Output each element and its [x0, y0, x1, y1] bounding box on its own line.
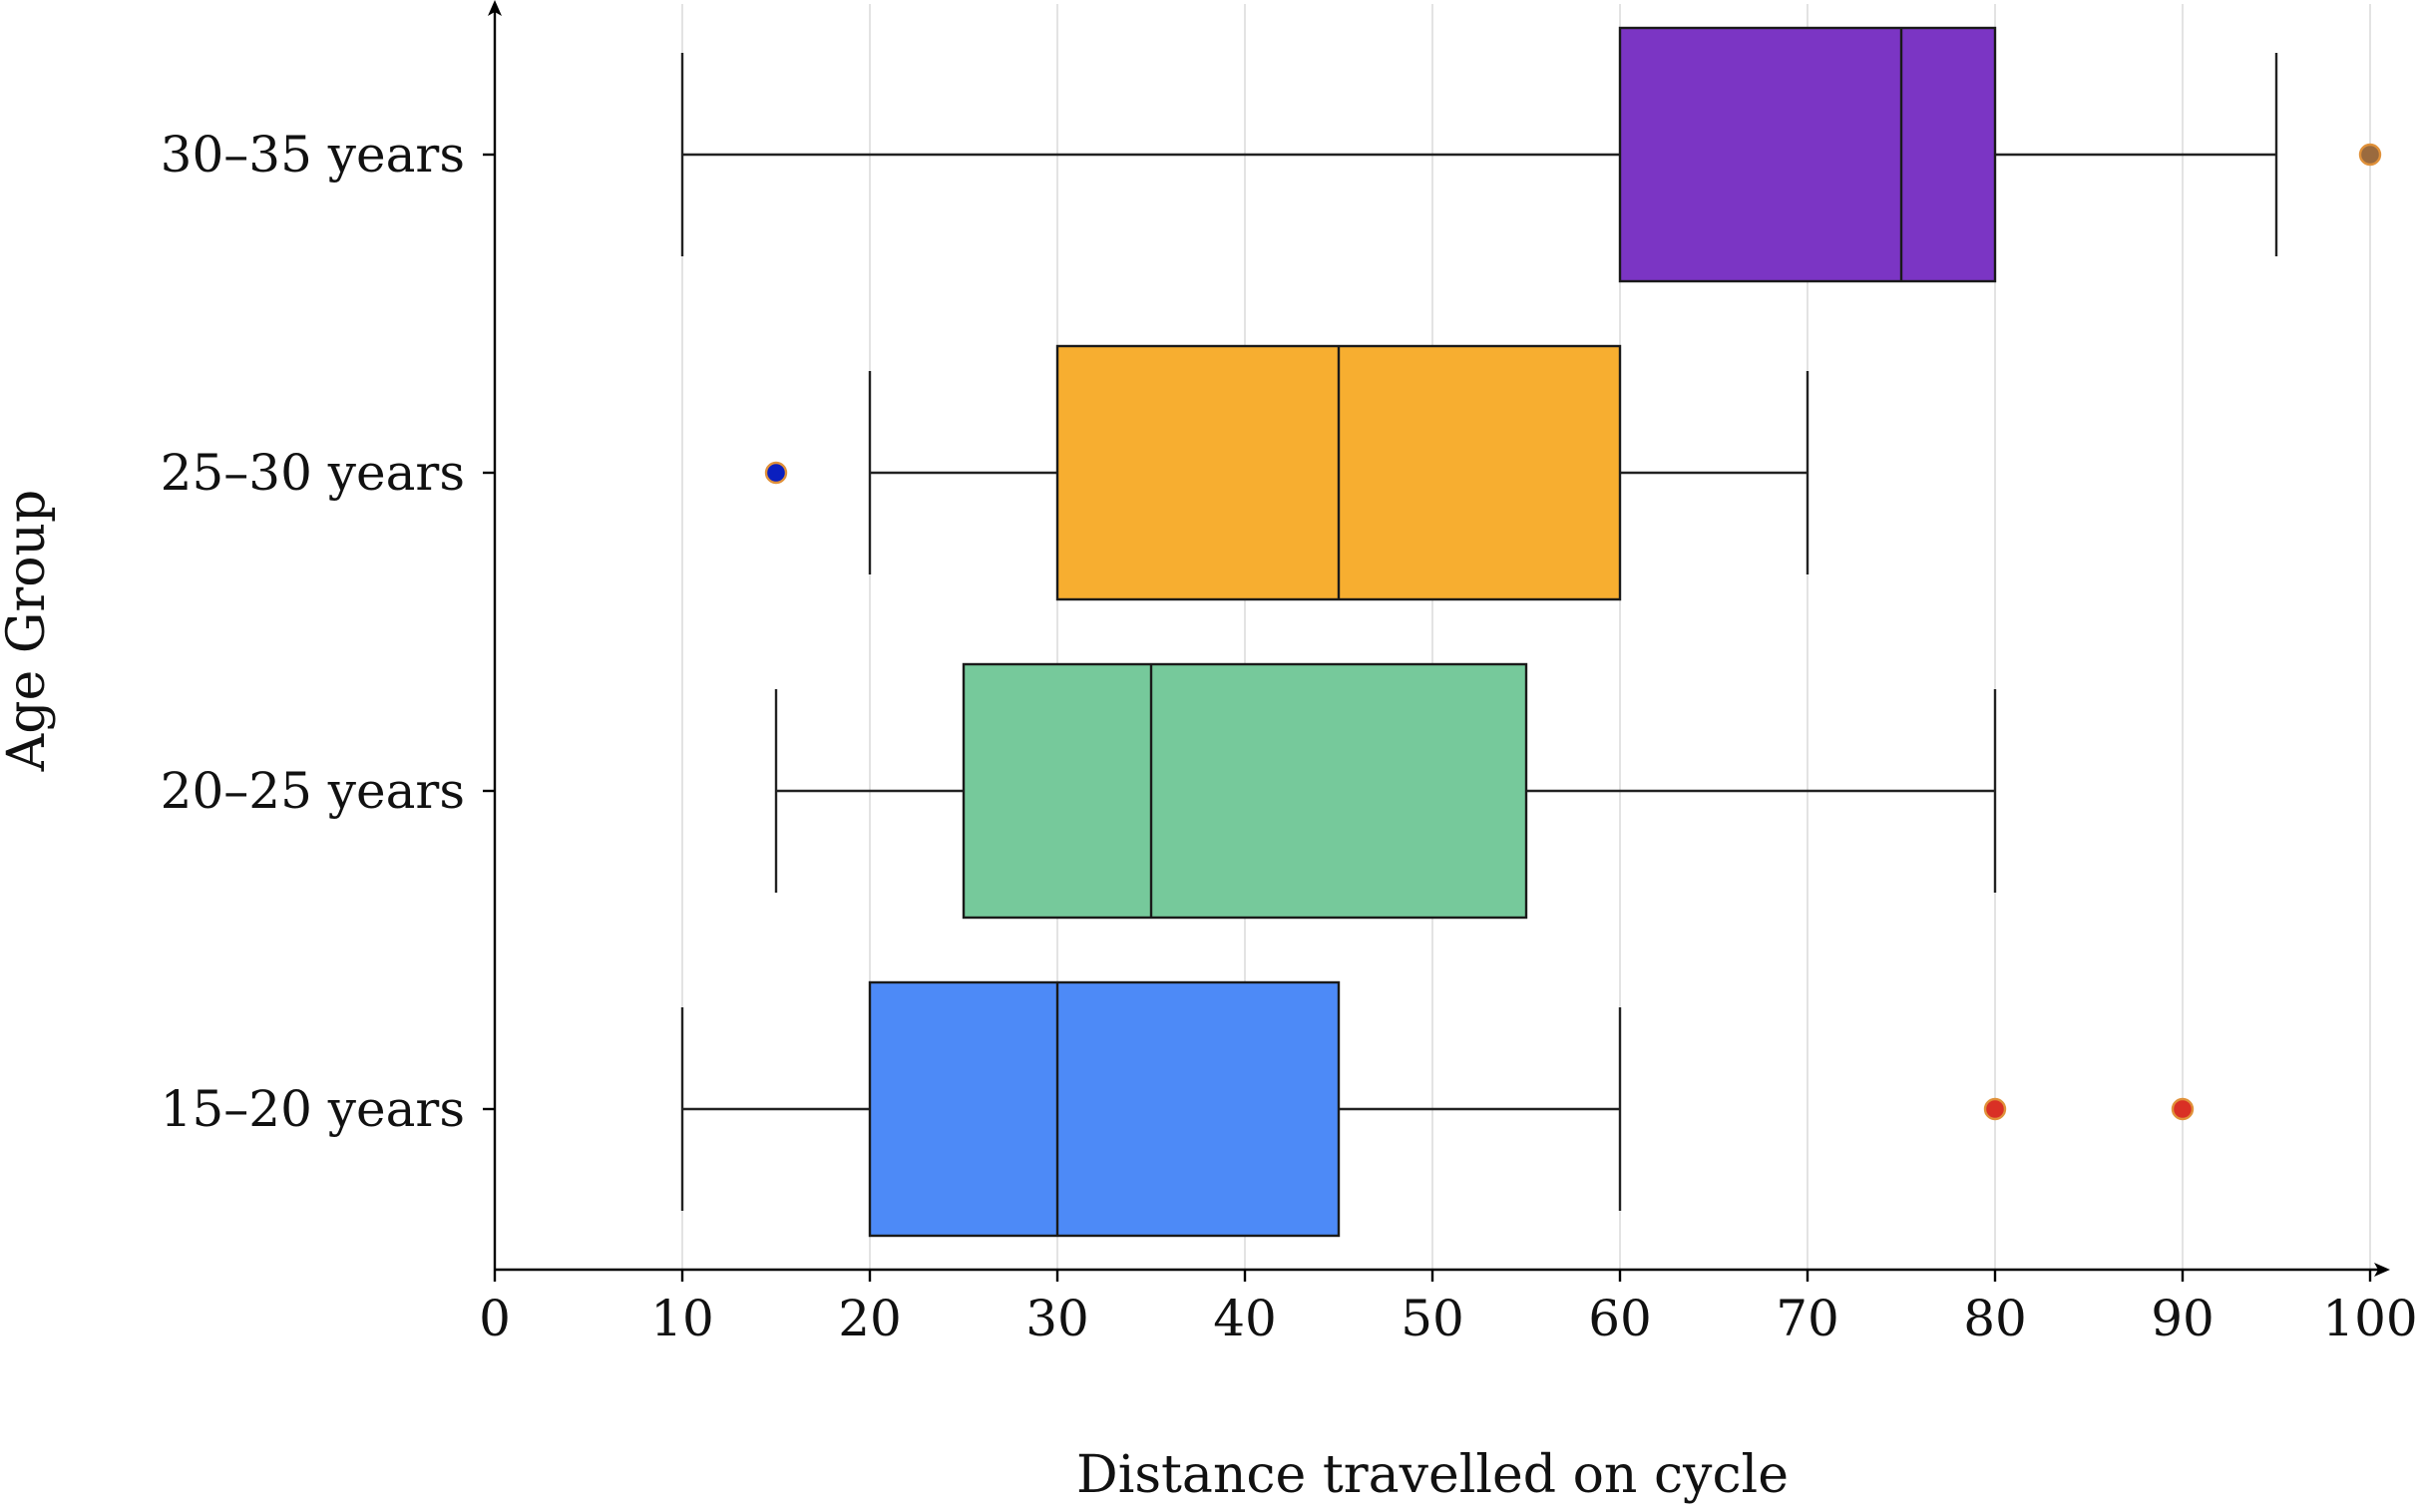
x-axis-arrow: [2374, 1263, 2390, 1277]
box-group: [680, 26, 2382, 283]
y-category-label: 25–30 years: [161, 444, 465, 502]
x-tick-label: 60: [1588, 1290, 1652, 1347]
x-tick-label: 50: [1401, 1290, 1464, 1347]
x-tick-label: 80: [1963, 1290, 2027, 1347]
box-group: [764, 344, 1810, 601]
y-axis-arrow: [488, 0, 502, 16]
x-tick-label: 100: [2322, 1290, 2416, 1347]
outlier-point: [2358, 143, 2382, 167]
box-group: [680, 980, 2195, 1238]
x-tick-label: 20: [838, 1290, 902, 1347]
axis-labels: 0 10 20 30 40 50 60 70 80 90 100 15–20 years 20–25 y…: [161, 126, 2416, 1347]
outlier-point: [1983, 1097, 2007, 1121]
x-axis-title: Distance travelled on cycle: [1076, 1445, 1789, 1505]
box: [962, 662, 1528, 920]
outlier-point: [764, 461, 788, 485]
x-tick-label: 10: [650, 1290, 714, 1347]
x-tick-label: 70: [1776, 1290, 1839, 1347]
outlier-point: [2171, 1097, 2195, 1121]
axes: [483, 0, 2390, 1282]
x-tick-label: 0: [479, 1290, 511, 1347]
x-tick-label: 30: [1025, 1290, 1089, 1347]
x-tick-label: 90: [2151, 1290, 2215, 1347]
box: [868, 980, 1341, 1238]
box: [1618, 26, 1997, 283]
box-series: [680, 26, 2382, 1238]
y-category-label: 30–35 years: [161, 126, 465, 184]
y-category-label: 15–20 years: [161, 1080, 465, 1138]
y-axis-title: Age Group: [0, 490, 57, 773]
box-group: [774, 662, 1997, 920]
y-category-label: 20–25 years: [161, 762, 465, 820]
x-tick-label: 40: [1213, 1290, 1277, 1347]
